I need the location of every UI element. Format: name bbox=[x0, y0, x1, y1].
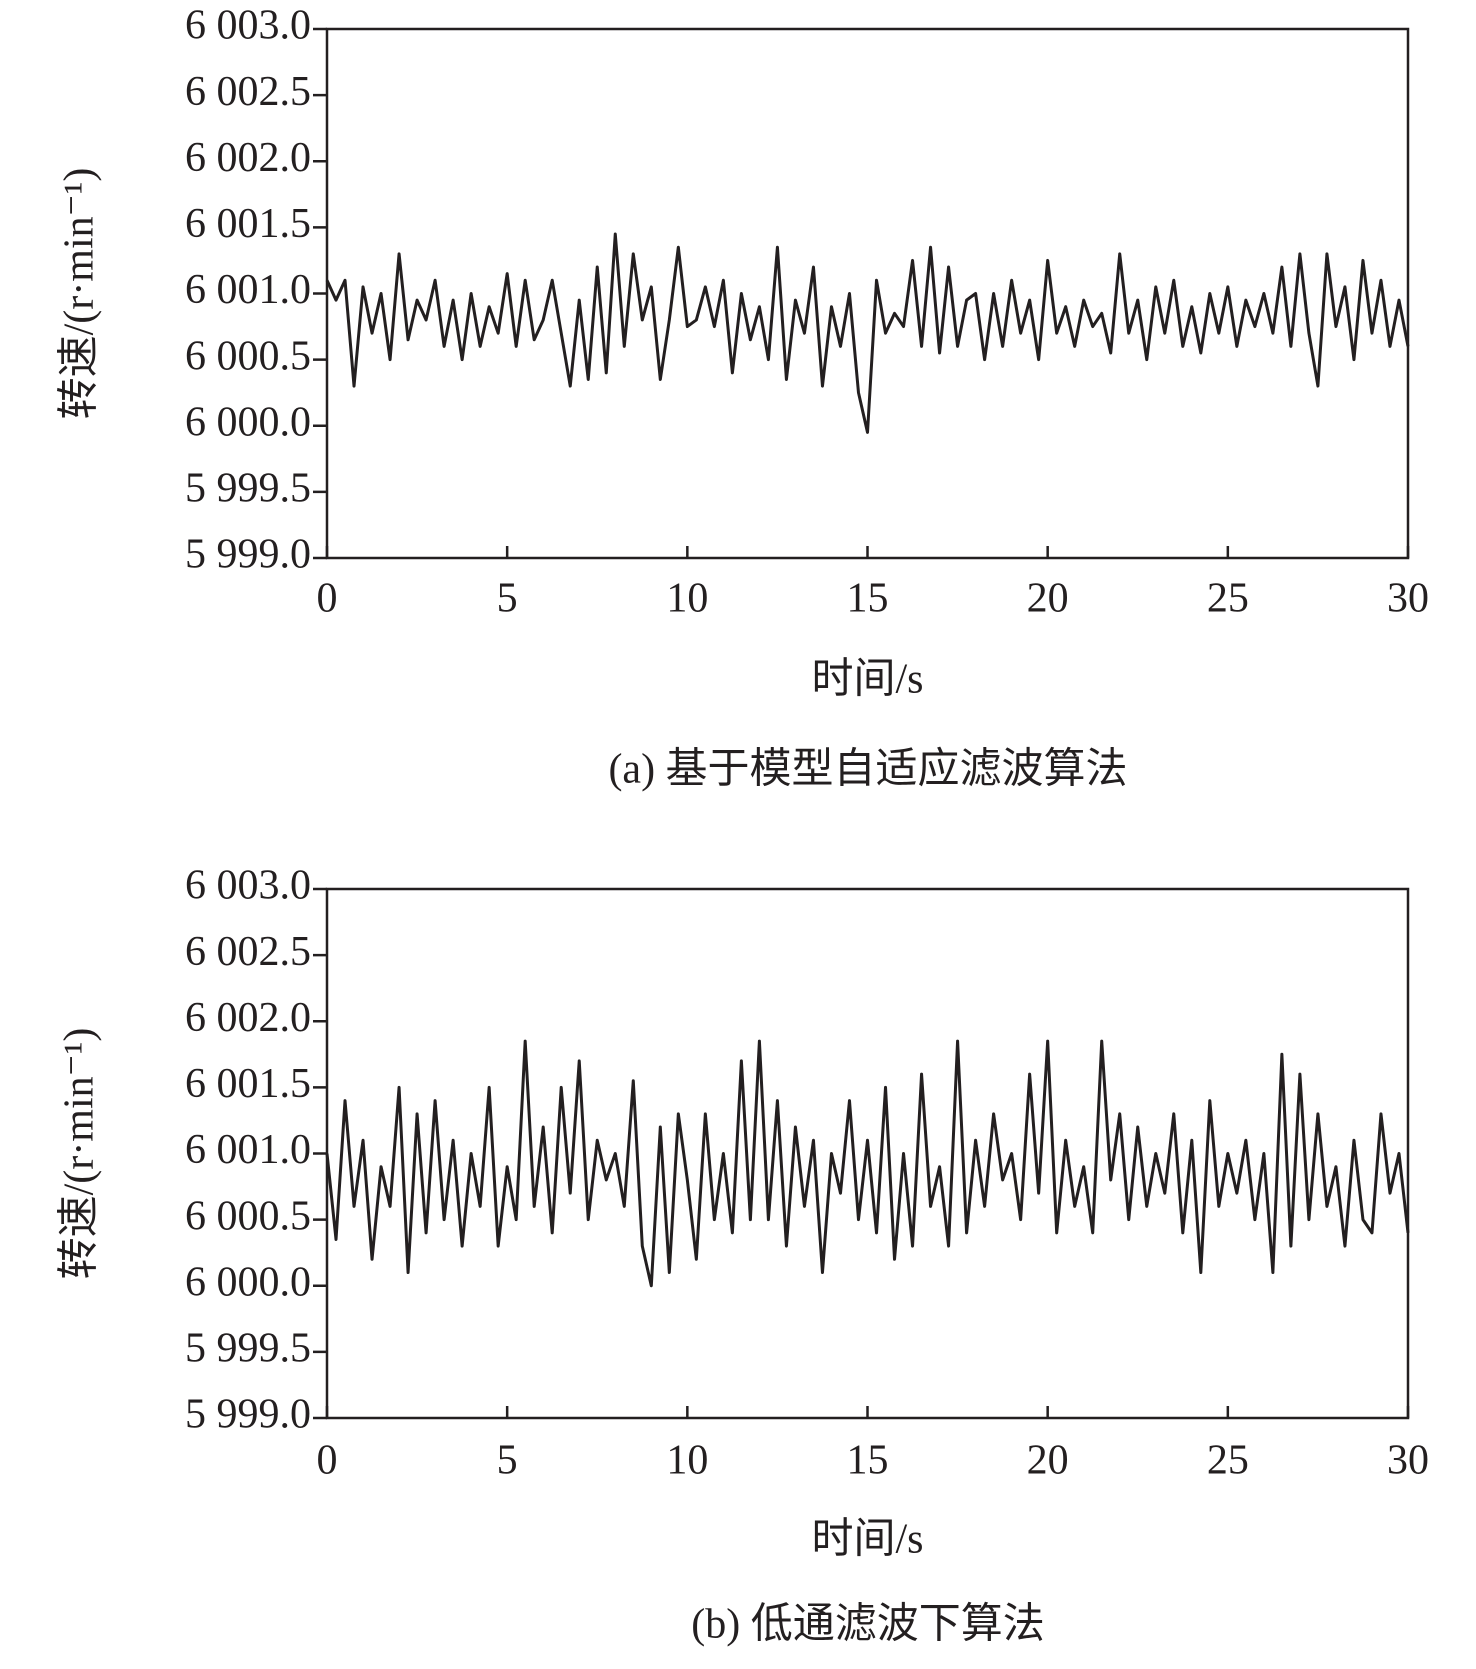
y-tick-label: 6 000.0 bbox=[185, 399, 311, 445]
y-axis-label: 转速/(r·min⁻¹) bbox=[57, 1028, 103, 1280]
y-tick-label: 6 001.5 bbox=[185, 201, 311, 247]
y-tick-label: 6 003.0 bbox=[185, 863, 311, 909]
y-tick-label: 6 000.5 bbox=[185, 333, 311, 379]
y-tick-label: 6 001.5 bbox=[185, 1061, 311, 1107]
data-line bbox=[325, 1039, 1410, 1288]
x-axis-label: 时间/s bbox=[811, 657, 923, 703]
y-tick-label: 5 999.0 bbox=[185, 1392, 311, 1438]
data-line bbox=[325, 232, 1410, 434]
y-tick-label: 6 002.5 bbox=[185, 69, 311, 115]
x-axis-label: 时间/s bbox=[811, 1517, 923, 1563]
x-tick-label: 0 bbox=[317, 576, 338, 622]
x-tick-label: 30 bbox=[1387, 1438, 1429, 1484]
y-tick-label: 6 002.0 bbox=[185, 135, 311, 181]
x-tick-label: 10 bbox=[666, 576, 708, 622]
x-tick-label: 0 bbox=[317, 1438, 338, 1484]
y-tick-label: 5 999.5 bbox=[185, 466, 311, 512]
y-tick-label: 5 999.5 bbox=[185, 1326, 311, 1372]
y-axis-label: 转速/(r·min⁻¹) bbox=[57, 168, 103, 420]
y-tick-label: 6 000.5 bbox=[185, 1193, 311, 1239]
x-tick-label: 15 bbox=[847, 1438, 889, 1484]
plot-frame bbox=[325, 27, 1410, 560]
chart-caption: (b) 低通滤波下算法 bbox=[691, 1602, 1044, 1648]
y-tick-label: 6 001.0 bbox=[185, 267, 311, 313]
y-tick-label: 6 000.0 bbox=[185, 1259, 311, 1305]
x-tick-label: 30 bbox=[1387, 576, 1429, 622]
chart-caption: (a) 基于模型自适应滤波算法 bbox=[608, 746, 1127, 793]
y-tick-label: 6 002.0 bbox=[185, 995, 311, 1041]
y-tick-label: 6 002.5 bbox=[185, 929, 311, 975]
y-tick-label: 6 001.0 bbox=[185, 1127, 311, 1173]
y-tick-label: 6 003.0 bbox=[185, 3, 311, 49]
y-tick-label: 5 999.0 bbox=[185, 532, 311, 578]
x-tick-label: 20 bbox=[1027, 1438, 1069, 1484]
x-tick-label: 25 bbox=[1207, 576, 1249, 622]
x-tick-label: 20 bbox=[1027, 576, 1069, 622]
x-tick-label: 15 bbox=[847, 576, 889, 622]
x-tick-label: 5 bbox=[497, 576, 518, 622]
x-tick-label: 10 bbox=[666, 1438, 708, 1484]
x-tick-label: 5 bbox=[497, 1438, 518, 1484]
x-tick-label: 25 bbox=[1207, 1438, 1249, 1484]
